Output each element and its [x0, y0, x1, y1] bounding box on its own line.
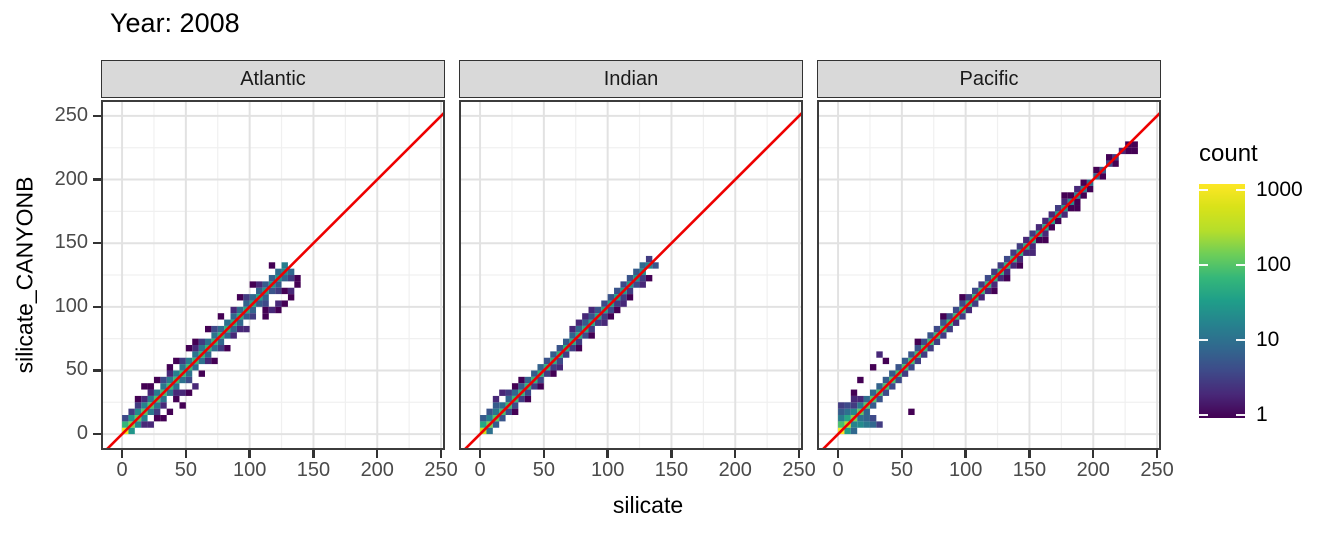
x-tick [376, 450, 379, 458]
x-tick [734, 450, 737, 458]
y-tick-label: 50 [65, 358, 88, 381]
panel-border [459, 100, 803, 450]
strip-label: Atlantic [240, 67, 306, 90]
x-tick-label: 50 [174, 459, 197, 481]
y-tick-label: 0 [76, 422, 88, 445]
x-tick [900, 450, 904, 458]
facet-strip-indian: Indian [459, 60, 803, 98]
x-tick-label: 50 [890, 459, 913, 481]
x-tick-label: 100 [948, 459, 983, 481]
y-axis-title: silicate_CANYONB [11, 176, 38, 374]
x-tick [1028, 450, 1031, 458]
x-tick [797, 450, 801, 458]
x-tick-label: 150 [296, 459, 331, 481]
facet-pacific: Pacific [817, 60, 1161, 450]
x-tick-label: 250 [782, 459, 816, 481]
x-tick-label: 100 [590, 459, 625, 481]
colorbar [1199, 184, 1245, 418]
colorbar-tick [1236, 264, 1245, 267]
y-tick [93, 114, 101, 118]
panel-canvas-indian [459, 100, 803, 450]
x-tick [184, 450, 188, 458]
x-tick-label: 250 [424, 459, 458, 481]
x-tick [964, 450, 967, 458]
x-tick-label: 50 [532, 459, 555, 481]
y-tick [93, 241, 101, 245]
panel-canvas-atlantic [101, 100, 445, 450]
identity-line [462, 110, 803, 450]
legend-tick-label-100: 100 [1256, 253, 1292, 276]
y-tick-label: 250 [54, 103, 88, 126]
x-tick-label: 250 [1140, 459, 1174, 481]
facet-strip-pacific: Pacific [817, 60, 1161, 98]
colorbar-tick [1199, 189, 1208, 192]
x-tick-label: 0 [832, 459, 844, 481]
x-tick [542, 450, 546, 458]
legend-tick-label-10: 10 [1256, 328, 1280, 351]
legend-title: count [1199, 140, 1258, 167]
y-tick [93, 369, 101, 372]
y-tick [93, 305, 101, 309]
x-tick-label: 200 [360, 459, 394, 481]
colorbar-gradient [1199, 184, 1245, 418]
legend-tick-label-1000: 1000 [1256, 178, 1303, 201]
y-tick-label: 100 [54, 294, 88, 317]
y-tick [93, 432, 101, 436]
x-tick-label: 150 [1012, 459, 1047, 481]
plot-title: Year: 2008 [110, 8, 240, 38]
panel-border [101, 100, 445, 450]
panel-canvas-pacific [817, 100, 1161, 450]
facet-atlantic: Atlantic [101, 60, 445, 450]
y-tick-label: 200 [54, 167, 88, 190]
strip-label: Indian [603, 67, 659, 90]
colorbar-tick [1236, 189, 1245, 192]
facet-strip-atlantic: Atlantic [101, 60, 445, 98]
x-axis-title: silicate [612, 492, 684, 518]
facet-indian: Indian [459, 60, 803, 450]
x-tick [312, 450, 315, 458]
x-tick [1155, 450, 1159, 458]
x-tick-label: 200 [1076, 459, 1110, 481]
x-tick [478, 450, 482, 458]
y-tick [93, 178, 101, 181]
identity-line [104, 110, 445, 450]
identity-line [820, 110, 1161, 450]
x-tick [120, 450, 124, 458]
strip-label: Pacific [959, 67, 1019, 90]
x-tick [670, 450, 673, 458]
legend-tick-label-1: 1 [1256, 403, 1268, 426]
colorbar-tick [1236, 339, 1245, 342]
panel-border [817, 100, 1161, 450]
x-tick [248, 450, 251, 458]
x-tick [836, 450, 840, 458]
x-tick [439, 450, 443, 458]
colorbar-tick [1199, 414, 1208, 417]
x-tick-label: 0 [474, 459, 486, 481]
y-tick-label: 150 [54, 231, 88, 254]
x-tick [606, 450, 609, 458]
x-tick [1092, 450, 1095, 458]
colorbar-tick [1236, 414, 1245, 417]
colorbar-tick [1199, 264, 1208, 267]
x-tick-label: 150 [654, 459, 689, 481]
colorbar-tick [1199, 339, 1208, 342]
x-tick-label: 100 [232, 459, 267, 481]
x-tick-label: 0 [116, 459, 128, 481]
x-tick-label: 200 [718, 459, 752, 481]
